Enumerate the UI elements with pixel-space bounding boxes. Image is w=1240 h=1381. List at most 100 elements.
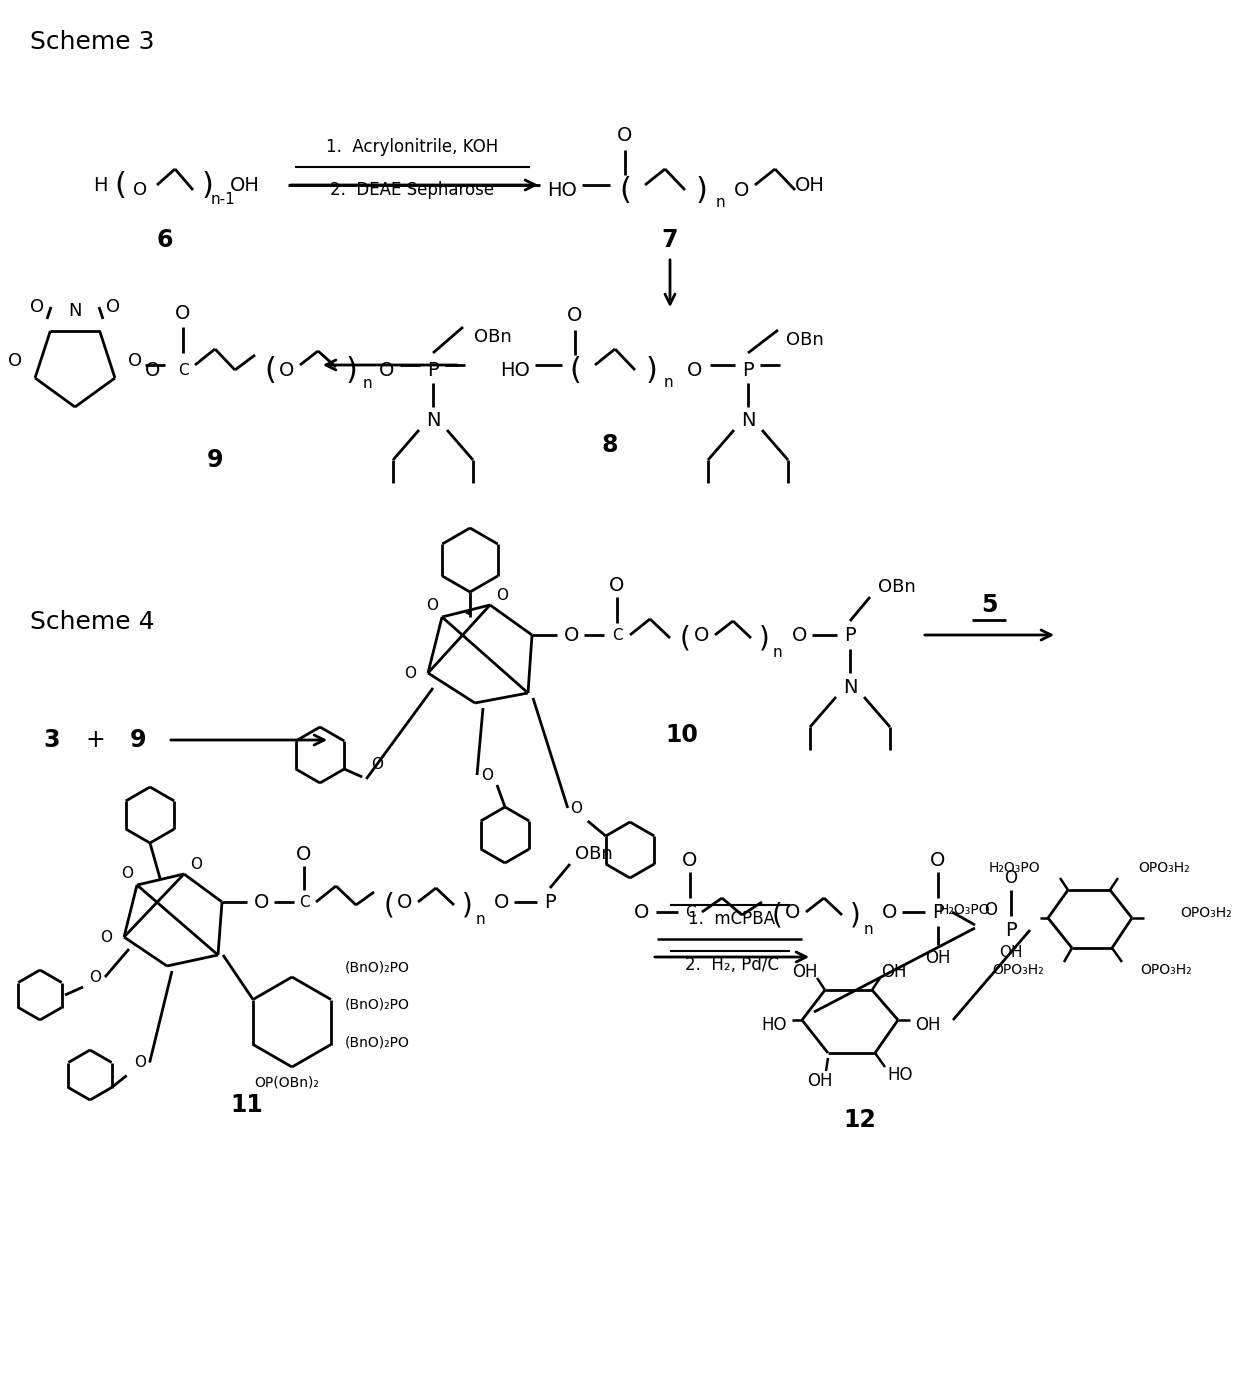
Text: P: P (544, 892, 556, 911)
Text: ): ) (696, 175, 708, 204)
Text: O: O (404, 666, 415, 681)
Text: O: O (635, 903, 650, 921)
Text: ): ) (759, 624, 769, 652)
Text: N: N (740, 410, 755, 429)
Text: 5: 5 (981, 592, 997, 617)
Text: ): ) (849, 900, 861, 929)
Text: OBn: OBn (878, 579, 916, 597)
Text: OPO₃H₂: OPO₃H₂ (992, 963, 1044, 976)
Text: O: O (133, 181, 148, 199)
Text: HO: HO (761, 1016, 786, 1034)
Text: n: n (475, 911, 485, 927)
Text: OPO₃H₂: OPO₃H₂ (1180, 906, 1231, 920)
Text: C: C (611, 627, 622, 642)
Text: O: O (379, 360, 394, 380)
Text: O: O (397, 892, 413, 911)
Text: O: O (687, 360, 703, 380)
Text: P: P (1006, 921, 1017, 939)
Text: (: ( (264, 355, 277, 384)
Text: C: C (177, 362, 188, 377)
Text: O: O (495, 892, 510, 911)
Text: O: O (985, 900, 997, 918)
Text: 7: 7 (662, 228, 678, 251)
Text: (BnO)₂PO: (BnO)₂PO (345, 960, 410, 974)
Text: O: O (371, 757, 383, 772)
Text: 3: 3 (43, 728, 61, 753)
Text: O: O (122, 866, 133, 881)
Text: 6: 6 (156, 228, 174, 251)
Text: O: O (496, 587, 508, 602)
Text: ): ) (201, 170, 213, 199)
Text: 9: 9 (207, 447, 223, 472)
Text: OH: OH (915, 1016, 941, 1034)
Text: Scheme 3: Scheme 3 (30, 30, 155, 54)
Text: O: O (785, 903, 801, 921)
Text: O: O (609, 576, 625, 594)
Text: 11: 11 (231, 1092, 263, 1117)
Text: OH: OH (882, 963, 906, 981)
Text: (: ( (569, 355, 580, 384)
Text: O: O (105, 298, 120, 316)
Text: O: O (568, 305, 583, 325)
Text: 2.  H₂, Pd/C: 2. H₂, Pd/C (684, 956, 779, 974)
Text: 1.  mCPBA: 1. mCPBA (688, 910, 775, 928)
Text: O: O (254, 892, 269, 911)
Text: OH: OH (792, 963, 817, 981)
Text: P: P (844, 626, 856, 645)
Text: O: O (734, 181, 750, 199)
Text: 8: 8 (601, 434, 619, 457)
Text: O: O (427, 598, 438, 613)
Text: C: C (684, 905, 696, 920)
Text: ): ) (345, 355, 357, 384)
Text: ): ) (646, 355, 658, 384)
Text: P: P (428, 360, 439, 380)
Text: O: O (296, 845, 311, 863)
Text: n: n (773, 645, 781, 660)
Text: O: O (279, 360, 295, 380)
Text: N: N (68, 302, 82, 320)
Text: O: O (30, 298, 45, 316)
Text: ): ) (461, 891, 472, 918)
Text: OBn: OBn (786, 331, 823, 349)
Text: n: n (362, 376, 372, 391)
Text: O: O (100, 929, 112, 945)
Text: P: P (743, 360, 754, 380)
Text: O: O (618, 126, 632, 145)
Text: OH: OH (231, 175, 260, 195)
Text: 9: 9 (130, 728, 146, 753)
Text: OH: OH (999, 945, 1023, 960)
Text: (: ( (383, 891, 394, 918)
Text: n-1: n-1 (211, 192, 236, 207)
Text: O: O (792, 626, 807, 645)
Text: O: O (883, 903, 898, 921)
Text: N: N (425, 410, 440, 429)
Text: O: O (1004, 869, 1018, 887)
Text: +: + (86, 728, 105, 753)
Text: (: ( (114, 170, 126, 199)
Text: O: O (930, 851, 946, 870)
Text: OBn: OBn (575, 845, 613, 863)
Text: Scheme 4: Scheme 4 (30, 610, 155, 634)
Text: n: n (715, 195, 725, 210)
Text: OBn: OBn (474, 329, 512, 347)
Text: O: O (175, 304, 191, 323)
Text: O: O (564, 626, 579, 645)
Text: OH: OH (807, 1072, 833, 1090)
Text: P: P (932, 903, 944, 921)
Text: n: n (863, 921, 873, 936)
Text: 1.  Acrylonitrile, KOH: 1. Acrylonitrile, KOH (326, 138, 498, 156)
Text: OPO₃H₂: OPO₃H₂ (1140, 963, 1192, 976)
Text: (: ( (680, 624, 691, 652)
Text: O: O (145, 360, 161, 380)
Text: (BnO)₂PO: (BnO)₂PO (345, 1034, 410, 1050)
Text: H: H (93, 175, 107, 195)
Text: OH: OH (795, 175, 825, 195)
Text: O: O (190, 856, 202, 871)
Text: (BnO)₂PO: (BnO)₂PO (345, 997, 410, 1011)
Text: N: N (843, 678, 857, 696)
Text: 2.  DEAE Sepharose: 2. DEAE Sepharose (330, 181, 494, 199)
Text: HO: HO (547, 181, 577, 199)
Text: HO: HO (888, 1066, 913, 1084)
Text: H₂O₃PO: H₂O₃PO (988, 860, 1040, 876)
Text: O: O (481, 768, 494, 783)
